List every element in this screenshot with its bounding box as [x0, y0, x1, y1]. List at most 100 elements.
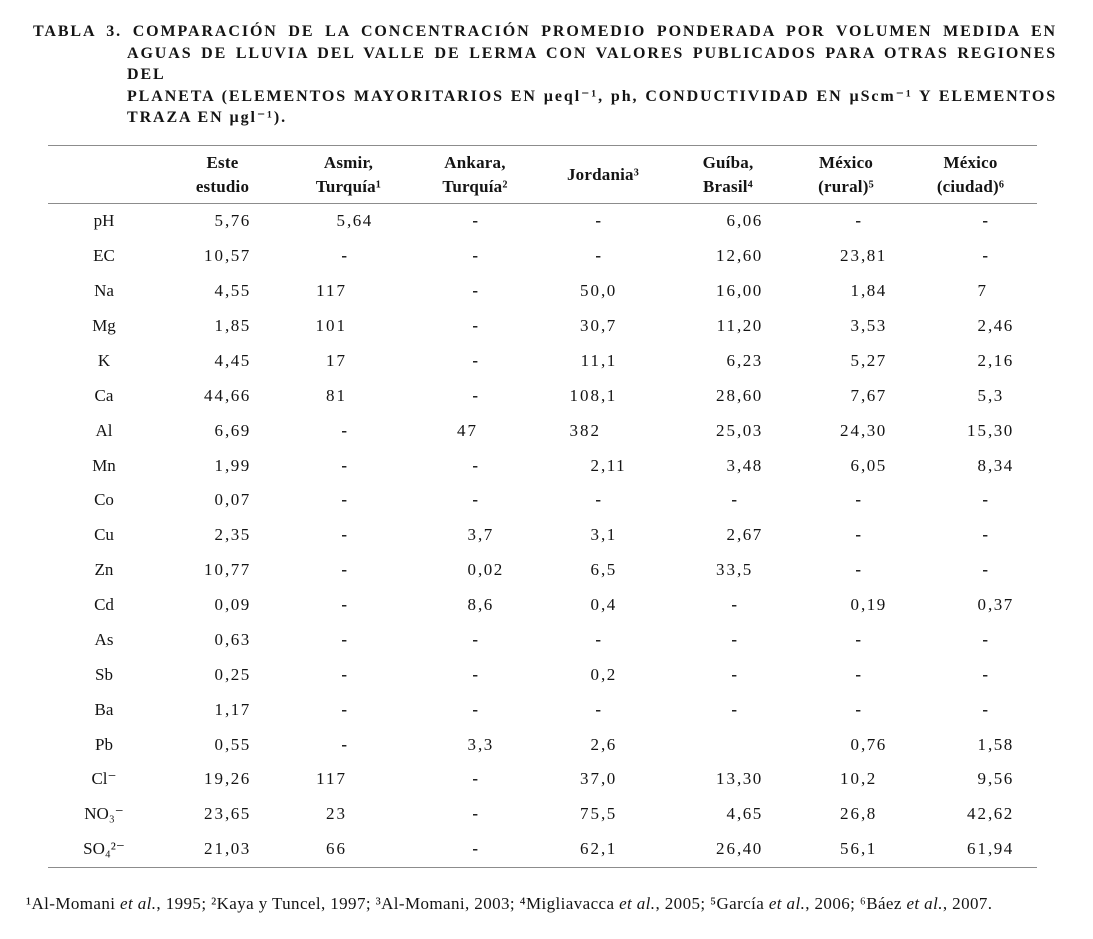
table-row: Sb 0,25 - - 0,2 - - - [48, 657, 1037, 692]
value-cell: - [341, 699, 347, 719]
column-header-3: Ankara, Turquía² [412, 146, 538, 203]
value-cell: 13,30 [716, 769, 763, 789]
row-label: SO₄²⁻ [83, 839, 125, 859]
value-cell: - [982, 664, 988, 684]
value-cell: - [472, 804, 478, 824]
footnote-italic-text: et al. [619, 894, 656, 913]
value-cell: 4,45 [214, 350, 251, 370]
value-cell: 25,03 [716, 420, 763, 440]
value-cell: - [472, 699, 478, 719]
table-row: SO₄²⁻ 21,03 66 - 62,1 26,40 56,1 61,94 [48, 832, 1037, 867]
value-cell: - [472, 246, 478, 266]
value-cell: - [472, 490, 478, 510]
column-header-text: (rural)⁵ [818, 176, 874, 196]
value-cell: 1,58 [977, 734, 1014, 754]
value-cell: 6,69 [214, 420, 251, 440]
value-cell: 0,37 [977, 595, 1014, 615]
value-cell: 26,40 [716, 839, 763, 859]
value-cell: 2,46 [977, 316, 1014, 336]
value-cell: - [472, 769, 478, 789]
value-cell: 8,34 [977, 455, 1014, 475]
value-cell: - [472, 385, 478, 405]
value-cell: - [472, 350, 478, 370]
column-header-text: Ankara, [444, 152, 506, 172]
value-cell: - [982, 560, 988, 580]
value-cell: - [341, 734, 347, 754]
table-row: As 0,63 - - - - - - [48, 623, 1037, 658]
value-cell: - [855, 699, 861, 719]
column-header-text: (ciudad)⁶ [936, 176, 1005, 196]
value-cell: - [341, 525, 347, 545]
value-cell: 6,06 [726, 211, 763, 231]
value-cell: 0,25 [214, 664, 251, 684]
value-cell: - [731, 699, 737, 719]
value-cell: - [731, 595, 737, 615]
value-cell: 108,1 [569, 385, 617, 405]
row-label: EC [93, 246, 115, 266]
value-cell: - [341, 595, 347, 615]
column-header-text: Turquía¹ [315, 176, 382, 196]
value-cell: - [341, 560, 347, 580]
row-label: Mn [92, 455, 116, 475]
value-cell: - [982, 629, 988, 649]
table-body: pH 5,76 5,64- -6,06- - EC 10,57- - -12,60 23,81- N… [48, 204, 1037, 867]
value-cell: 1,17 [214, 699, 251, 719]
value-cell: 6,5 [590, 560, 617, 580]
row-label: Ba [94, 699, 114, 719]
value-cell: 23,65 [204, 804, 251, 824]
value-cell: - [855, 560, 861, 580]
value-cell: - [982, 525, 988, 545]
row-label: Ca [94, 385, 114, 405]
value-cell: 1,99 [214, 455, 251, 475]
value-cell: 17 [326, 350, 347, 370]
table-row: Ca 44,66 81 - 108,1 28,60 7,67 5,3 [48, 378, 1037, 413]
value-cell: 15,30 [967, 420, 1014, 440]
value-cell: - [595, 490, 601, 510]
value-cell: 6,23 [726, 350, 763, 370]
value-cell: 10,77 [204, 560, 251, 580]
value-cell: 3,48 [726, 455, 763, 475]
value-cell: - [982, 490, 988, 510]
row-label: K [97, 350, 111, 370]
value-cell: - [472, 316, 478, 336]
value-cell: 2,35 [214, 525, 251, 545]
column-header-7: México (ciudad)⁶ [904, 146, 1037, 203]
value-cell: - [472, 281, 478, 301]
column-header-2: Asmir, Turquía¹ [285, 146, 412, 203]
table-row: Cu 2,35 - 3,7 3,1 2,67 - - [48, 518, 1037, 553]
value-cell: 5,3 [977, 385, 1004, 405]
value-cell: 62,1 [580, 839, 617, 859]
value-cell: 0,2 [590, 664, 617, 684]
value-cell: - [731, 490, 737, 510]
value-cell: - [855, 211, 861, 231]
table-row: Na 4,55 117 - 50,0 16,00 1,84 7 [48, 274, 1037, 309]
column-header-text: Jordania³ [566, 164, 640, 184]
value-cell: 3,1 [590, 525, 617, 545]
value-cell: - [855, 490, 861, 510]
value-cell: - [472, 664, 478, 684]
footnote-text: , 2007. [942, 894, 993, 913]
value-cell: - [595, 629, 601, 649]
value-cell: 37,0 [580, 769, 617, 789]
value-cell: - [472, 211, 478, 231]
caption-line-2: AGUAS DE LLUVIA DEL VALLE DE LERMA CON V… [127, 44, 1057, 84]
table-row: Zn 10,77 - 0,02 6,5 33,5 - - [48, 553, 1037, 588]
value-cell: 47 [457, 420, 478, 440]
table-row: pH 5,76 5,64 - - 6,06 - - [48, 204, 1037, 239]
value-cell: 19,26 [204, 769, 251, 789]
row-label: Cd [94, 595, 114, 615]
table-row: EC 10,57 - - - 12,60 23,81 - [48, 239, 1037, 274]
value-cell: 0,55 [214, 734, 251, 754]
value-cell: 117 [316, 769, 347, 789]
value-cell: 42,62 [967, 804, 1014, 824]
value-cell: 1,84 [850, 281, 887, 301]
value-cell: - [595, 211, 601, 231]
value-cell: - [982, 699, 988, 719]
table-row: Mg 1,85 101 - 30,7 11,20 3,53 2,46 [48, 309, 1037, 344]
value-cell: 101 [315, 316, 347, 336]
value-cell: 56,1 [840, 839, 877, 859]
caption-line-4: TRAZA EN µgl⁻¹). [127, 109, 287, 126]
column-header-6: México (rural)⁵ [788, 146, 904, 203]
row-label: Sb [95, 664, 113, 684]
value-cell: - [341, 664, 347, 684]
